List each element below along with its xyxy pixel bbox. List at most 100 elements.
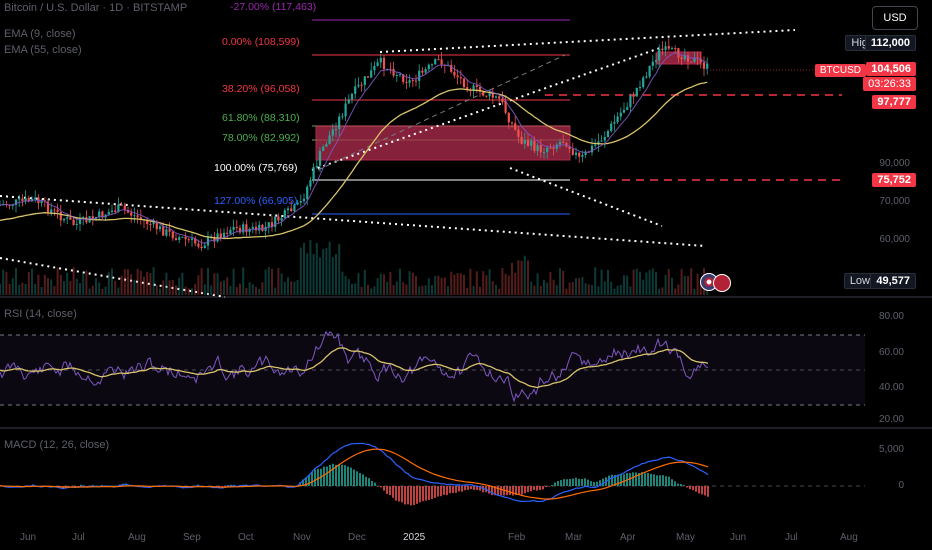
fib-label-78: 78.00% (82,992) — [222, 132, 300, 144]
currency-button[interactable]: USD — [872, 6, 918, 30]
macd-histogram-bar — [431, 486, 433, 500]
volume-bar — [181, 272, 184, 295]
candle-body — [514, 123, 517, 130]
volume-bar — [210, 285, 213, 295]
candle-body — [638, 87, 642, 89]
volume-bar — [232, 268, 235, 295]
volume-bar — [482, 271, 485, 295]
volume-bar — [520, 260, 523, 295]
volume-bar — [328, 241, 331, 295]
us-flag-event-icon-2[interactable] — [713, 274, 731, 292]
candle-body — [530, 140, 533, 146]
volume-bar — [242, 267, 245, 295]
candle-body — [53, 209, 56, 211]
indicator-ema55-label[interactable]: EMA (55, close) — [4, 44, 82, 56]
price-tick-60000: 60,000 — [879, 234, 910, 245]
volume-bar — [408, 271, 411, 295]
candle-body — [14, 199, 18, 205]
candle-body — [459, 77, 462, 79]
candle-body — [520, 136, 523, 144]
candle-body — [200, 246, 203, 249]
volume-bar — [437, 275, 440, 295]
candle-body — [245, 224, 248, 233]
volume-bar — [664, 275, 667, 295]
macd-histogram-bar — [347, 466, 349, 486]
candle-body — [558, 141, 562, 145]
volume-bar — [405, 284, 408, 295]
trendline-upper-resistance — [379, 29, 796, 53]
volume-bar — [207, 267, 209, 295]
volume-bar — [549, 271, 552, 295]
macd-title[interactable]: MACD (12, 26, close) — [4, 439, 110, 451]
volume-bar — [296, 279, 299, 295]
macd-histogram-bar — [305, 477, 307, 486]
volume-bar — [149, 273, 152, 295]
volume-bar — [623, 275, 625, 295]
volume-bar — [655, 272, 657, 295]
candle-body — [158, 226, 162, 230]
candle-body — [50, 209, 53, 213]
volume-bar — [415, 275, 417, 295]
candle-body — [507, 112, 510, 123]
candle-body — [386, 68, 389, 70]
volume-bar — [485, 275, 488, 295]
rsi-title[interactable]: RSI (14, close) — [4, 308, 77, 320]
candle-body — [270, 222, 274, 227]
candle-body — [661, 48, 664, 51]
volume-bar — [610, 281, 613, 295]
candle-body — [277, 216, 280, 221]
trendlines[interactable] — [0, 29, 796, 298]
volume-bar — [303, 242, 305, 295]
level-tag-75752: 75,752 — [872, 173, 916, 187]
rsi-tick-60: 60.00 — [878, 347, 904, 358]
volume-bar — [533, 285, 536, 295]
volume-bar — [501, 268, 504, 295]
macd-histogram-bar — [428, 486, 430, 500]
volume-bar — [687, 276, 689, 295]
candle-body — [187, 239, 190, 241]
volume-bar — [139, 270, 142, 295]
candle-body — [280, 218, 283, 221]
macd-histogram-bar — [77, 486, 79, 487]
macd-histogram-bar — [86, 486, 88, 487]
volume-bar — [607, 269, 609, 295]
candle-body — [629, 95, 632, 108]
macd-histogram-bar — [380, 486, 382, 488]
candle-body — [453, 71, 456, 76]
symbol-title[interactable]: Bitcoin / U.S. Dollar · 1D · BITSTAMP — [4, 2, 188, 14]
candle-body — [395, 74, 398, 76]
volume-bar — [424, 285, 427, 295]
macd-histogram-bar — [530, 486, 532, 492]
macd-histogram-bar — [437, 486, 439, 497]
macd-histogram-bar — [494, 486, 496, 496]
macd-histogram-bar — [638, 472, 640, 486]
indicator-ema9-label[interactable]: EMA (9, close) — [4, 28, 76, 40]
volume-bar — [351, 283, 353, 295]
trendline-rising — [311, 47, 661, 171]
volume-bar — [395, 281, 398, 295]
volume-bar — [546, 282, 549, 295]
volume-bar — [389, 272, 392, 295]
volume-bar — [91, 285, 94, 295]
candle-body — [178, 237, 181, 241]
volume-bar — [648, 269, 651, 295]
volume-bar — [357, 273, 360, 295]
candle-body — [626, 107, 629, 110]
volume-bar — [543, 279, 545, 295]
volume-bar — [527, 260, 529, 295]
macd-histogram-bar — [566, 479, 568, 486]
rsi-tick-20: 20.00 — [878, 414, 904, 425]
volume-bar — [312, 254, 315, 295]
volume-bar — [578, 278, 581, 295]
candle-body — [114, 210, 117, 212]
macd-histogram-bar — [440, 486, 442, 497]
candle-body — [370, 70, 373, 78]
macd-histogram-bar — [464, 486, 466, 491]
macd-histogram-bar — [707, 486, 709, 497]
trendline-lower-support — [0, 195, 706, 247]
macd-histogram-bar — [665, 476, 667, 486]
volume-bar — [248, 282, 251, 295]
candle-body — [322, 146, 325, 152]
volume-bar — [47, 278, 49, 295]
